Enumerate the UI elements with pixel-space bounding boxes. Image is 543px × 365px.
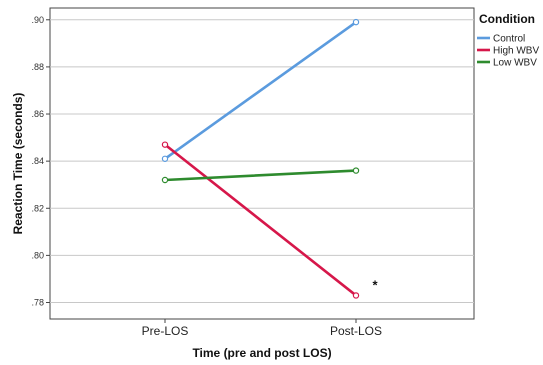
significance-marker: * (372, 277, 378, 292)
data-point-control (352, 18, 360, 26)
y-tick-label: .82 (31, 203, 44, 213)
data-point-low-wbv (352, 167, 360, 174)
x-axis-title: Time (pre and post LOS) (192, 346, 331, 360)
legend-title: Condition (479, 12, 535, 26)
legend-label: Control (493, 34, 525, 45)
y-tick-label: .90 (31, 15, 44, 25)
y-tick-label: .86 (31, 109, 44, 119)
y-tick-label: .84 (31, 156, 44, 166)
data-point-control (161, 155, 169, 162)
y-tick-label: .88 (31, 62, 44, 72)
gridlines (50, 19, 474, 304)
annotations: * (372, 277, 378, 292)
legend-label: Low WBV (493, 58, 537, 69)
data-point-high-wbv (352, 292, 360, 299)
y-axis-title: Reaction Time (seconds) (11, 93, 25, 235)
data-point-low-wbv (161, 176, 169, 184)
x-category-label: Pre-LOS (142, 324, 189, 338)
series-line-high-wbv (163, 143, 358, 297)
plot-area (49, 7, 475, 320)
x-category-label: Post-LOS (330, 324, 382, 338)
series-line-control (163, 20, 358, 161)
y-axis-ticks: .78 .80 .82 .84 .86 .88 .90 (31, 15, 50, 308)
x-axis-categories: Pre-LOS Post-LOS (142, 319, 382, 338)
series-line-low-wbv (163, 169, 358, 182)
y-tick-label: .78 (31, 298, 44, 308)
y-tick-label: .80 (31, 250, 44, 260)
data-point-high-wbv (161, 141, 169, 148)
legend-label: High WBV (493, 46, 539, 57)
series-lines (161, 18, 360, 299)
